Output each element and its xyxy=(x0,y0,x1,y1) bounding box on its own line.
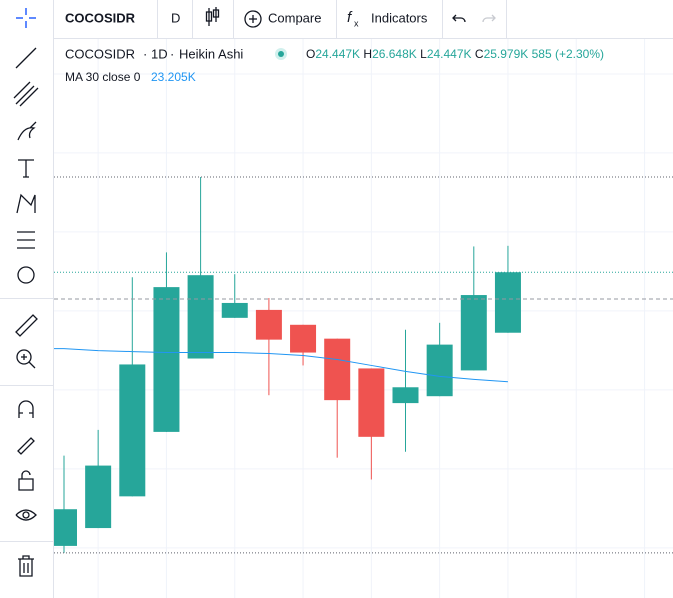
interval-button[interactable]: D xyxy=(171,10,180,25)
legend-style: Heikin Ashi xyxy=(179,46,243,61)
text-tool[interactable] xyxy=(18,159,34,178)
high-label: H xyxy=(363,47,372,61)
undo-button[interactable] xyxy=(452,14,466,23)
lock-drawing-tool[interactable] xyxy=(17,437,35,455)
plot xyxy=(51,176,673,554)
change-value: 585 (+2.30%) xyxy=(532,47,604,61)
low-value: 24.447K xyxy=(427,47,472,61)
magnet-tool[interactable] xyxy=(18,400,34,418)
icon-tool[interactable] xyxy=(17,266,35,284)
candle-body xyxy=(460,295,487,371)
grid xyxy=(54,38,673,598)
legend-dot: · xyxy=(143,46,147,61)
ma-value: 23.205K xyxy=(151,70,196,84)
redo-button[interactable] xyxy=(482,14,496,23)
close-value: 25.979K xyxy=(484,47,529,61)
candle-body xyxy=(119,364,146,497)
chart-style-button[interactable] xyxy=(205,7,220,26)
moving-average xyxy=(54,348,508,383)
legend-symbol: COCOSIDR xyxy=(65,46,135,61)
low-label: L xyxy=(420,47,427,61)
measure-tool[interactable] xyxy=(15,314,38,337)
candle-body xyxy=(426,344,453,397)
candle-body xyxy=(494,272,521,333)
visibility-tool[interactable] xyxy=(15,509,37,521)
candle-body xyxy=(221,302,248,318)
legend-dot: · xyxy=(170,46,174,61)
fx-icon: x xyxy=(354,18,359,28)
compare-button[interactable]: Compare xyxy=(244,10,321,28)
close-label: C xyxy=(475,47,484,61)
pattern-tool[interactable] xyxy=(16,193,36,214)
zoom-tool[interactable] xyxy=(16,349,36,369)
market-status xyxy=(278,51,284,57)
trendline-tool[interactable] xyxy=(15,47,37,69)
brush-tool[interactable] xyxy=(17,121,37,141)
candle-body xyxy=(290,324,317,353)
candle-body xyxy=(392,387,419,404)
legend: COCOSIDR · 1D · Heikin Ashi O24.447K H26… xyxy=(65,46,604,84)
candle-body xyxy=(153,287,180,432)
prediction-tool[interactable] xyxy=(17,231,35,249)
open-label: O xyxy=(306,47,315,61)
crosshair-tool[interactable] xyxy=(16,8,36,28)
candle-body xyxy=(324,338,351,401)
delete-tool[interactable] xyxy=(18,555,34,577)
fx-icon: f xyxy=(347,9,353,26)
candle-body xyxy=(358,368,385,437)
indicators-button[interactable]: f x Indicators xyxy=(347,9,428,28)
ma-name: MA 30 close 0 xyxy=(65,70,141,84)
fib-tool[interactable] xyxy=(13,81,39,107)
indicators-label[interactable]: Indicators xyxy=(371,10,428,25)
lock-tool[interactable] xyxy=(18,470,34,491)
compare-label[interactable]: Compare xyxy=(268,10,321,25)
legend-interval: 1D xyxy=(151,46,168,61)
high-value: 26.648K xyxy=(372,47,417,61)
candle-body xyxy=(187,275,214,359)
candle-body xyxy=(85,465,112,529)
ohlc: O24.447K H26.648K L24.447K C25.979K 585 … xyxy=(306,47,604,61)
candle-body xyxy=(51,509,77,546)
open-value: 24.447K xyxy=(315,47,360,61)
candle-body xyxy=(255,309,282,340)
symbol-button[interactable]: COCOSIDR xyxy=(65,10,136,25)
